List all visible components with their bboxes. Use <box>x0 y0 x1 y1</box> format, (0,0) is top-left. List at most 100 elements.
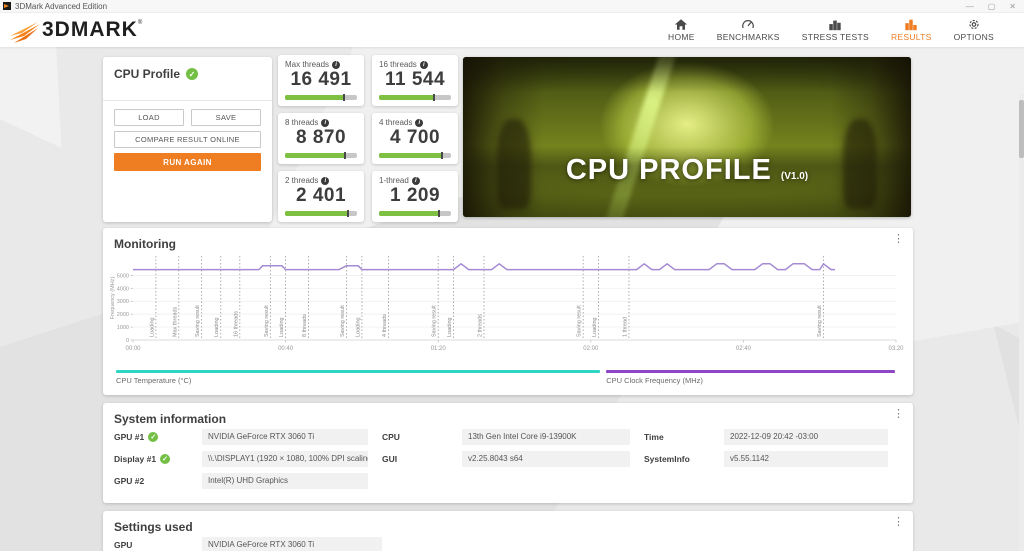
sysinfo-value: 2022-12-09 20:42 -03:00 <box>724 429 888 445</box>
svg-text:02:00: 02:00 <box>583 346 599 352</box>
score-bar <box>285 94 357 101</box>
svg-text:Saving result: Saving result <box>264 305 270 337</box>
score-value: 11 544 <box>384 69 446 90</box>
score-label: 8 threads <box>285 118 319 127</box>
chart-legend: CPU Temperature (°C) CPU Clock Frequency… <box>116 370 897 385</box>
settings-value: NVIDIA GeForce RTX 3060 Ti <box>202 537 382 551</box>
monitoring-panel: Monitoring ⋮ 0 1000 2000 3000 4000 5000 Freque… <box>103 228 913 395</box>
monitoring-title: Monitoring <box>114 237 176 251</box>
window-scrollbar[interactable] <box>1019 94 1024 551</box>
svg-text:Saving result: Saving result <box>195 305 201 337</box>
nav-home[interactable]: HOME <box>668 18 695 42</box>
system-information-panel: System information ⋮ GPU #1 ✓ NVIDIA GeFo… <box>103 403 913 503</box>
svg-text:Loading: Loading <box>149 317 155 337</box>
logo-reg-mark: ® <box>137 20 143 26</box>
sysinfo-row-display1: Display #1 ✓ \\.\DISPLAY1 (1920 × 1080, 1… <box>114 451 382 467</box>
settings-label: GPU <box>114 540 133 550</box>
sysinfo-row-cpu: CPU 13th Gen Intel Core i9-13900K <box>382 429 644 445</box>
banner-title-band <box>463 147 911 195</box>
sysinfo-value: NVIDIA GeForce RTX 3060 Ti <box>202 429 368 445</box>
svg-text:03:20: 03:20 <box>888 346 904 352</box>
info-icon[interactable]: i <box>419 60 428 69</box>
kebab-menu-icon[interactable]: ⋮ <box>893 516 904 528</box>
score-value: 2 401 <box>295 185 347 206</box>
svg-text:2 threads: 2 threads <box>477 314 483 337</box>
banner-version: (V1.0) <box>780 171 809 182</box>
3dmark-logo-icon <box>10 22 40 43</box>
settings-row-gpu: GPU NVIDIA GeForce RTX 3060 Ti <box>114 537 382 551</box>
nav-benchmarks[interactable]: BENCHMARKS <box>717 18 780 42</box>
close-icon[interactable]: ✕ <box>1009 1 1016 11</box>
app-icon <box>3 2 11 10</box>
info-icon[interactable]: i <box>321 176 330 185</box>
banner-statue-right <box>843 119 877 209</box>
svg-text:02:40: 02:40 <box>736 346 752 352</box>
svg-text:Loading: Loading <box>355 317 361 337</box>
legend-cpu-temperature-label: CPU Temperature (°C) <box>116 376 192 385</box>
check-icon: ✓ <box>186 68 199 80</box>
legend-cpu-temperature[interactable]: CPU Temperature (°C) <box>116 370 601 385</box>
svg-text:8 threads: 8 threads <box>302 314 308 337</box>
sysinfo-row-gui: GUI v2.25.8043 s64 <box>382 451 644 467</box>
score-bar <box>285 210 357 217</box>
kebab-menu-icon[interactable]: ⋮ <box>893 233 904 245</box>
sysinfo-column-3: Time 2022-12-09 20:42 -03:00 SystemInfo … <box>644 429 902 489</box>
home-icon <box>675 19 688 30</box>
score-bar <box>285 152 357 159</box>
system-information-title: System information <box>114 412 227 426</box>
cpu-profile-banner-image: CPU PROFILE (V1.0) <box>463 57 911 217</box>
nav-results[interactable]: RESULTS <box>891 18 932 42</box>
score-label: Max threads <box>285 60 330 69</box>
score-label: 2 threads <box>285 176 319 185</box>
gauge-icon <box>742 20 755 29</box>
sysinfo-row-systeminfo: SystemInfo v5.55.1142 <box>644 451 902 467</box>
compare-result-online-button[interactable]: COMPARE RESULT ONLINE <box>114 131 261 148</box>
legend-cpu-clock-frequency[interactable]: CPU Clock Frequency (MHz) <box>606 370 896 385</box>
cpu-profile-title: CPU Profile <box>114 67 181 81</box>
legend-cpu-clock-frequency-label: CPU Clock Frequency (MHz) <box>606 376 703 385</box>
minimize-icon[interactable]: — <box>965 1 974 11</box>
scrollbar-thumb[interactable] <box>1019 100 1024 158</box>
sysinfo-row-gpu1: GPU #1 ✓ NVIDIA GeForce RTX 3060 Ti <box>114 429 382 445</box>
info-icon[interactable]: i <box>321 118 330 127</box>
nav-stress-tests[interactable]: STRESS TESTS <box>802 18 869 42</box>
sysinfo-value: \\.\DISPLAY1 (1920 × 1080, 100% DPI scal… <box>202 451 368 467</box>
banner-title-text: CPU PROFILE <box>565 154 772 186</box>
sysinfo-label: GUI <box>382 454 398 464</box>
score-grid: Max threads i 16 491 16 threads i 11 544 8… <box>278 55 458 222</box>
svg-text:Saving result: Saving result <box>577 305 583 337</box>
info-icon[interactable]: i <box>411 176 420 185</box>
window-title: 3DMark Advanced Edition <box>15 1 108 11</box>
svg-text:Saving result: Saving result <box>432 305 438 337</box>
3dmark-logo: 3DMARK ® <box>8 16 142 44</box>
info-icon[interactable]: i <box>415 118 424 127</box>
sysinfo-value: 13th Gen Intel Core i9-13900K <box>462 429 630 445</box>
settings-used-title: Settings used <box>114 520 193 534</box>
main-nav: HOME BENCHMARKS STRESS TESTS RESULTS OPT… <box>668 18 1024 42</box>
run-again-button[interactable]: RUN AGAIN <box>114 153 261 171</box>
save-button[interactable]: SAVE <box>191 109 261 126</box>
sysinfo-label: GPU #2 <box>114 476 145 486</box>
svg-text:01:20: 01:20 <box>431 346 447 352</box>
score-bar <box>379 210 451 217</box>
sysinfo-value: Intel(R) UHD Graphics <box>202 473 368 489</box>
bars-icon <box>829 20 842 31</box>
nav-options-label: OPTIONS <box>953 32 994 42</box>
sysinfo-label: Time <box>644 432 664 442</box>
divider <box>103 100 272 101</box>
svg-text:Loading: Loading <box>447 317 453 337</box>
score-card-16-threads: 16 threads i 11 544 <box>372 55 458 106</box>
maximize-icon[interactable]: ▢ <box>987 1 996 11</box>
svg-text:16 threads: 16 threads <box>233 311 239 337</box>
load-button[interactable]: LOAD <box>114 109 184 126</box>
svg-text:0: 0 <box>126 338 129 344</box>
svg-text:1 thread: 1 thread <box>622 317 628 337</box>
svg-text:3000: 3000 <box>117 299 129 305</box>
score-card-8-threads: 8 threads i 8 870 <box>278 113 364 164</box>
nav-options[interactable]: OPTIONS <box>954 18 994 42</box>
score-label: 16 threads <box>379 60 417 69</box>
info-icon[interactable]: i <box>332 60 341 69</box>
svg-text:4000: 4000 <box>117 286 129 292</box>
check-icon: ✓ <box>160 454 171 464</box>
kebab-menu-icon[interactable]: ⋮ <box>893 408 904 420</box>
